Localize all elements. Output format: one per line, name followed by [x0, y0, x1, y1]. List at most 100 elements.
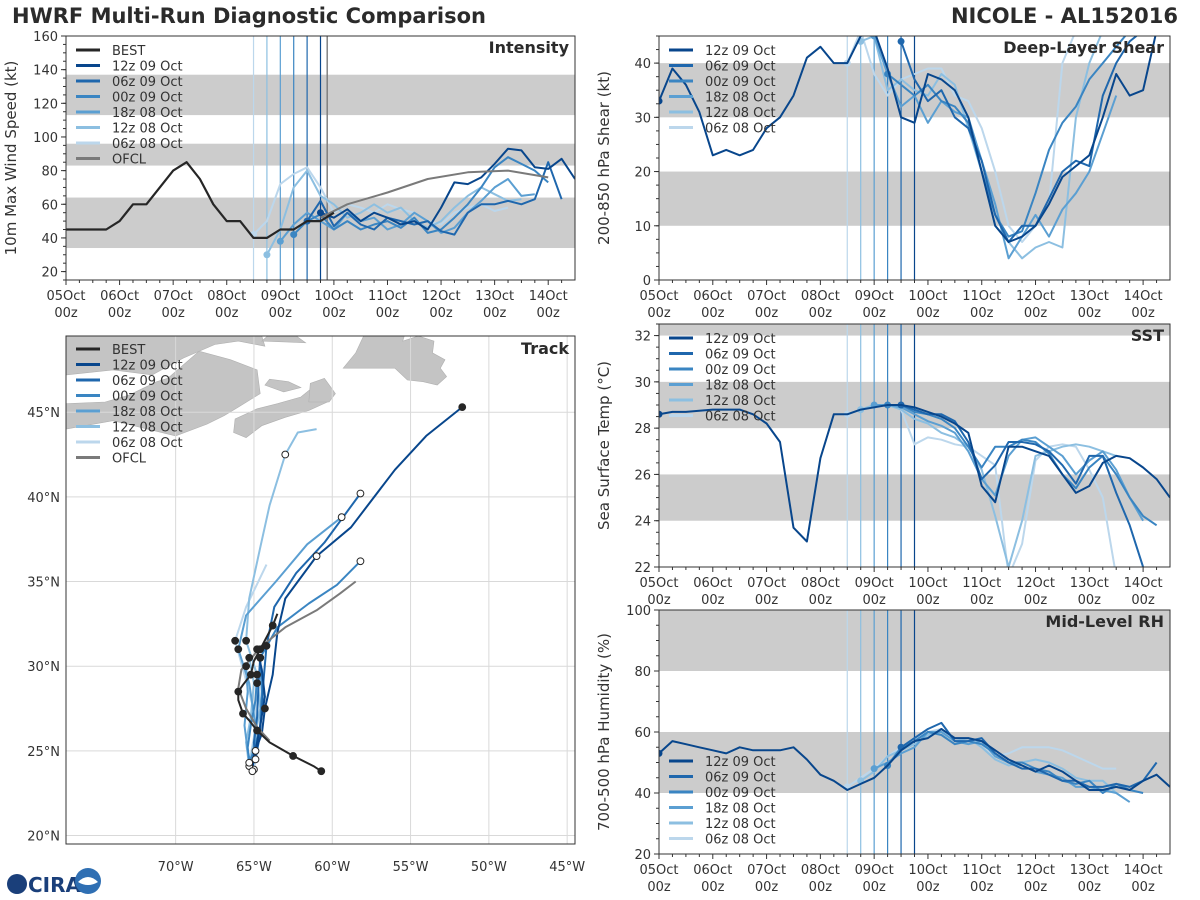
sst-xtick-hour-08oct: 00z — [809, 593, 833, 608]
track-marker-12z-08-oct — [245, 653, 254, 662]
sst-xtick-hour-11oct: 00z — [970, 593, 994, 608]
rh-xtick-label-08oct: 08Oct — [801, 863, 840, 878]
track-panel: 70°W 65°W 60°W 55°W 50°W 45°W 20°N 25°N 30°N 35°N… — [27, 335, 585, 875]
shear-init-point-06z-09-oct — [897, 37, 905, 45]
rh-xtick-hour-10oct: 00z — [916, 880, 940, 895]
rh-xtick-hour-05oct: 00z — [647, 880, 671, 895]
sst-xtick-hour-13oct: 00z — [1078, 593, 1102, 608]
track-marker-12z-09-oct — [261, 704, 269, 713]
cira-logo-globe — [7, 874, 27, 894]
intensity-legend-label-ofcl: OFCL — [112, 153, 147, 168]
rh-ytick-label-80: 80 — [634, 665, 651, 680]
track-ytick-label-25-n: 25°N — [27, 745, 60, 760]
intensity-ytick-label-120: 120 — [33, 97, 58, 112]
sst-ytick-label-30: 30 — [634, 376, 651, 391]
shear-xtick-hour-14oct: 00z — [1131, 306, 1155, 321]
intensity-xtick-hour-09oct: 00z — [269, 306, 293, 321]
track-marker-06z-09-oct — [356, 489, 365, 498]
shear-xtick-label-10oct: 10Oct — [908, 289, 947, 304]
track-marker-06z-09-oct — [256, 653, 265, 662]
track-marker-18z-08-oct — [234, 645, 243, 654]
track-marker-06z-08-oct — [253, 679, 261, 688]
rh-xtick-hour-11oct: 00z — [970, 880, 994, 895]
intensity-panel: 20 40 60 80 100 120 140 160 05Oct 00z 06Oct 00z 07Oc… — [2, 30, 576, 321]
shear-plot-area — [659, 36, 1170, 280]
rh-xtick-label-11oct: 11Oct — [962, 863, 1001, 878]
sst-ytick-label-28: 28 — [634, 422, 651, 437]
sst-legend-label-12z-08-oct: 12z 08 Oct — [705, 394, 776, 409]
intensity-xtick-label-07oct: 07Oct — [154, 289, 193, 304]
track-marker-18z-08-oct — [242, 662, 251, 671]
sst-legend-label-12z-09-oct: 12z 09 Oct — [705, 332, 776, 347]
track-marker-00z-09-oct — [356, 557, 365, 566]
rh-init-point-18z-08-oct — [870, 765, 878, 773]
shear-xtick-label-13oct: 13Oct — [1070, 289, 1109, 304]
sst-xtick-label-14oct: 14Oct — [1124, 576, 1163, 591]
sst-xtick-label-05oct: 05Oct — [639, 576, 678, 591]
rh-xtick-label-12oct: 12Oct — [1016, 863, 1055, 878]
track-ytick-label-30-n: 30°N — [27, 660, 60, 675]
intensity-series-ofcl — [320, 169, 549, 219]
intensity-xtick-label-09oct: 09Oct — [261, 289, 300, 304]
shear-legend-label-18z-08-oct: 18z 08 Oct — [705, 91, 776, 106]
shear-ytick-label-40: 40 — [634, 57, 651, 72]
track-marker-06z-09-oct — [262, 641, 271, 650]
sst-series-06z-09-oct — [900, 404, 1145, 567]
intensity-legend-label-06z-09-oct: 06z 09 Oct — [112, 75, 183, 90]
rh-title: Mid-Level RH — [1045, 612, 1164, 631]
rh-plot-area — [659, 610, 1170, 854]
intensity-legend-label-12z-09-oct: 12z 09 Oct — [112, 60, 183, 75]
sst-ytick-label-32: 32 — [634, 330, 651, 345]
land-new-brunswick — [66, 350, 261, 437]
sst-xtick-label-10oct: 10Oct — [908, 576, 947, 591]
track-marker-best — [289, 752, 297, 760]
rh-xtick-label-07oct: 07Oct — [747, 863, 786, 878]
land-newfoundland — [342, 336, 448, 386]
shear-xtick-label-09oct: 09Oct — [855, 289, 894, 304]
intensity-xtick-label-10oct: 10Oct — [314, 289, 353, 304]
intensity-xtick-hour-06oct: 00z — [108, 306, 132, 321]
track-xtick-label-50-w: 50°W — [471, 860, 507, 875]
sst-ytick-label-24: 24 — [634, 515, 651, 530]
track-xtick-label-70-w: 70°W — [158, 860, 194, 875]
shear-xtick-hour-06oct: 00z — [701, 306, 725, 321]
track-marker-best — [256, 645, 265, 654]
intensity-xtick-hour-14oct: 00z — [537, 306, 561, 321]
rh-xtick-label-05oct: 05Oct — [639, 863, 678, 878]
intensity-series-06z-09-oct — [306, 161, 563, 236]
track-plot-area — [66, 336, 575, 844]
storm-id: NICOLE - AL152016 — [950, 4, 1178, 28]
shear-xtick-label-14oct: 14Oct — [1124, 289, 1163, 304]
track-frame — [65, 335, 576, 845]
cira-logo-text: CIRA — [28, 873, 82, 897]
intensity-xtick-hour-05oct: 00z — [54, 306, 78, 321]
rh-ytick-label-60: 60 — [634, 726, 651, 741]
rh-ytick-label-20: 20 — [634, 848, 651, 863]
shear-xtick-hour-13oct: 00z — [1078, 306, 1102, 321]
shear-xtick-hour-09oct: 00z — [862, 306, 886, 321]
track-marker-best — [234, 687, 243, 696]
track-marker-best — [268, 621, 277, 630]
track-legend-label-12z-09-oct: 12z 09 Oct — [112, 359, 183, 374]
land-cape-breton — [308, 377, 336, 403]
shear-xtick-hour-05oct: 00z — [647, 306, 671, 321]
shear-xtick-hour-11oct: 00z — [970, 306, 994, 321]
rh-xtick-label-10oct: 10Oct — [908, 863, 947, 878]
shear-ytick-label-10: 10 — [634, 220, 651, 235]
shear-legend-label-12z-09-oct: 12z 09 Oct — [705, 44, 776, 59]
track-marker-12z-08-oct — [281, 450, 290, 459]
intensity-series-18z-08-oct — [279, 178, 535, 242]
intensity-legend-label-06z-08-oct: 06z 08 Oct — [112, 137, 183, 152]
rh-panel: 20 40 60 80 100 05Oct 00z 06Oct 00z 07Oct 00z 08Oct… — [595, 604, 1171, 895]
intensity-title: Intensity — [489, 38, 570, 57]
page-title: HWRF Multi-Run Diagnostic Comparison — [12, 4, 487, 28]
sst-xtick-hour-09oct: 00z — [862, 593, 886, 608]
intensity-xtick-hour-08oct: 00z — [215, 306, 239, 321]
sst-legend-label-00z-09-oct: 00z 09 Oct — [705, 363, 776, 378]
intensity-init-point-18z-08-oct — [276, 237, 284, 245]
intensity-ytick-label-60: 60 — [41, 198, 58, 213]
intensity-legend-label-best: BEST — [112, 44, 145, 59]
track-ytick-label-40-n: 40°N — [27, 491, 60, 506]
intensity-ytick-label-40: 40 — [41, 232, 58, 247]
